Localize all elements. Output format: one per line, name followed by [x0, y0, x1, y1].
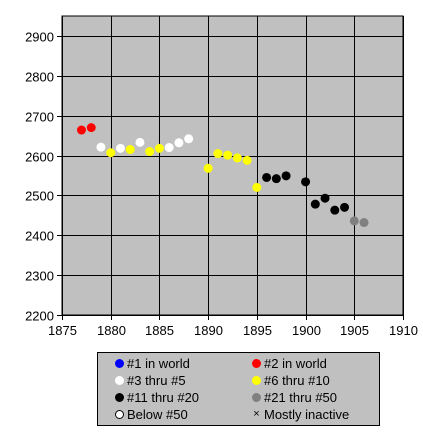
legend-item: Below #50 — [115, 407, 188, 423]
data-points — [76, 123, 369, 228]
data-point — [96, 142, 106, 152]
data-point — [320, 193, 330, 203]
legend-label: #2 in world — [264, 356, 327, 371]
y-tick-label: 2200 — [25, 309, 54, 324]
legend-label: #6 thru #10 — [264, 373, 330, 388]
data-point — [154, 143, 164, 153]
x-tick-label: 1910 — [389, 323, 418, 338]
y-tick-label: 2400 — [25, 229, 54, 244]
data-point — [281, 171, 291, 181]
axis-ticks: 1875 1880 1885 1890 1895 1900 1905 1910 2200 2300… — [25, 30, 418, 339]
legend-marker-icon — [252, 359, 261, 369]
data-point — [271, 174, 281, 184]
data-point — [340, 202, 350, 212]
data-point — [262, 172, 272, 182]
y-tick-label: 2900 — [25, 30, 54, 45]
legend-item: #1 in world — [115, 356, 190, 372]
legend-marker-hollow-icon — [115, 410, 124, 420]
data-point — [301, 177, 311, 187]
legend-label: #11 thru #20 — [127, 390, 200, 405]
data-point — [223, 150, 233, 160]
legend-label: Mostly inactive — [264, 407, 350, 422]
y-tick-label: 2700 — [25, 110, 54, 125]
data-point — [115, 143, 125, 153]
x-tick-label: 1905 — [340, 323, 369, 338]
data-point — [310, 199, 320, 209]
legend-item: × Mostly inactive — [252, 407, 349, 423]
y-tick-label: 2800 — [25, 70, 54, 85]
chart: 1875 1880 1885 1890 1895 1900 1905 1910 2200 2300… — [25, 15, 418, 339]
plot-area — [61, 15, 404, 316]
legend: #1 in world #2 in world #3 thru #5 #6 thru … — [97, 352, 380, 426]
legend-item: #2 in world — [252, 356, 327, 372]
legend-marker-icon — [115, 359, 124, 369]
y-tick-label: 2500 — [25, 189, 54, 204]
y-tick-label: 2300 — [25, 269, 54, 284]
data-point — [242, 155, 252, 165]
data-point — [174, 138, 184, 148]
x-tick-label: 1895 — [243, 323, 272, 338]
legend-item: #11 thru #20 — [115, 390, 199, 406]
grid-lines — [62, 16, 404, 316]
data-point — [106, 148, 116, 158]
data-point — [252, 182, 262, 192]
y-tick-label: 2600 — [25, 150, 54, 165]
data-point — [184, 134, 194, 144]
data-point — [135, 137, 145, 147]
x-tick-label: 1880 — [97, 323, 126, 338]
x-tick-label: 1885 — [145, 323, 174, 338]
legend-item: #6 thru #10 — [252, 373, 330, 389]
data-point — [349, 216, 359, 226]
data-point — [232, 153, 242, 163]
data-point — [76, 125, 86, 135]
data-point — [145, 147, 155, 157]
data-point — [203, 163, 213, 173]
data-point — [86, 123, 96, 133]
x-tick-label: 1890 — [194, 323, 223, 338]
legend-label: Below #50 — [127, 407, 188, 422]
legend-item: #21 thru #50 — [252, 390, 337, 406]
data-point — [213, 149, 223, 159]
legend-label: #3 thru #5 — [127, 373, 186, 388]
data-point — [125, 145, 135, 155]
data-point — [330, 205, 340, 215]
legend-marker-cross-icon: × — [253, 408, 260, 421]
data-point — [359, 218, 369, 228]
x-tick-label: 1875 — [48, 323, 77, 338]
x-tick-label: 1900 — [292, 323, 321, 338]
legend-item: #3 thru #5 — [115, 373, 186, 389]
legend-label: #1 in world — [127, 356, 190, 371]
legend-marker-icon — [252, 376, 261, 386]
data-point — [164, 143, 174, 153]
legend-marker-icon — [252, 393, 261, 403]
legend-marker-icon — [115, 376, 124, 386]
legend-label: #21 thru #50 — [264, 390, 338, 405]
legend-marker-icon — [115, 393, 124, 403]
